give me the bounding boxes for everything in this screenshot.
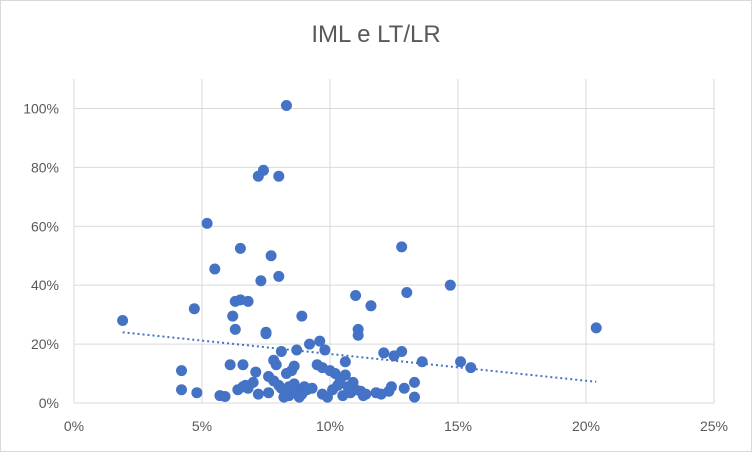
data-point [229, 323, 241, 335]
data-point [401, 287, 413, 299]
data-point [306, 382, 318, 394]
data-point [209, 263, 221, 275]
data-point [273, 170, 285, 182]
data-point [237, 359, 249, 371]
data-point [398, 382, 410, 394]
data-point [304, 338, 316, 350]
data-point [339, 356, 351, 368]
data-point [408, 391, 420, 403]
x-tick-label: 5% [192, 418, 212, 434]
data-point [176, 384, 188, 396]
data-point [365, 300, 377, 312]
y-tick-label: 20% [31, 336, 59, 352]
data-point [590, 322, 602, 334]
x-tick-label: 15% [444, 418, 472, 434]
data-point [176, 365, 188, 377]
data-point [191, 387, 203, 399]
x-tick-label: 20% [572, 418, 600, 434]
data-point [227, 310, 239, 322]
data-point [188, 303, 200, 315]
x-tick-label: 25% [700, 418, 728, 434]
data-point [252, 388, 264, 400]
data-point [465, 362, 477, 374]
data-point [224, 359, 236, 371]
data-point [288, 360, 300, 372]
data-point [314, 335, 326, 347]
y-tick-label: 100% [23, 100, 59, 116]
data-point [247, 376, 259, 388]
y-tick-label: 80% [31, 159, 59, 175]
data-point [257, 164, 269, 176]
data-point [273, 270, 285, 282]
data-point [275, 345, 287, 357]
data-point [360, 388, 372, 400]
data-point [280, 100, 292, 112]
y-tick-label: 40% [31, 277, 59, 293]
data-point [444, 279, 456, 291]
data-point [260, 328, 272, 340]
y-tick-label: 0% [39, 395, 59, 411]
data-point [296, 310, 308, 322]
data-point [396, 241, 408, 253]
data-point [234, 242, 246, 254]
data-point [270, 359, 282, 371]
data-point [291, 344, 303, 356]
data-point [408, 376, 420, 388]
x-tick-label: 10% [316, 418, 344, 434]
data-point [396, 345, 408, 357]
trendline [122, 331, 597, 383]
data-point [352, 329, 364, 341]
data-point [250, 366, 262, 378]
y-tick-label: 60% [31, 218, 59, 234]
data-point [339, 369, 351, 381]
x-tick-label: 0% [64, 418, 84, 434]
data-point [117, 315, 129, 327]
data-point [416, 356, 428, 368]
chart-title: IML e LT/LR [311, 21, 441, 48]
data-point [385, 381, 397, 393]
data-point [219, 391, 231, 403]
data-point [201, 217, 213, 229]
data-point [350, 289, 362, 301]
data-point [378, 347, 390, 359]
data-point [265, 250, 277, 262]
data-point [255, 275, 267, 287]
data-point [455, 356, 467, 368]
data-point [263, 387, 275, 399]
data-point [319, 344, 331, 356]
data-point [242, 295, 254, 307]
